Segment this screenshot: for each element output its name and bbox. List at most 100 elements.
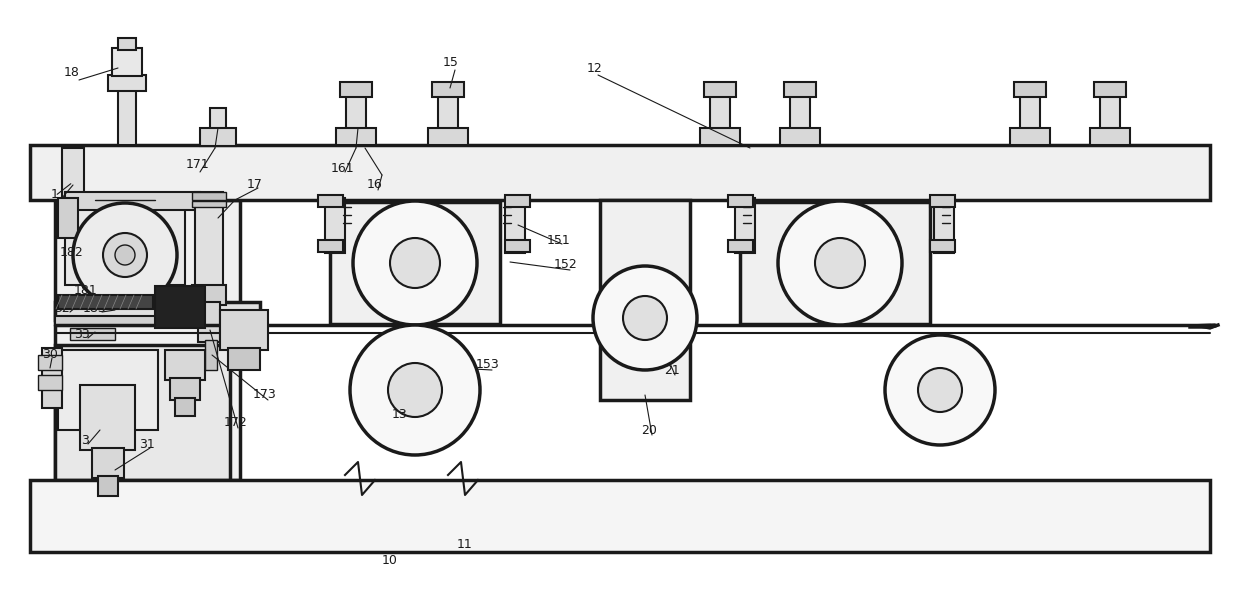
Text: 1: 1 [51,188,60,202]
Bar [930,195,955,207]
Bar [192,285,226,305]
Circle shape [391,238,440,288]
Bar [192,192,226,200]
Bar [55,302,260,320]
Bar [69,328,115,340]
Bar [192,201,226,207]
Bar [432,82,464,97]
Text: 17: 17 [247,179,263,192]
Text: 21: 21 [665,363,680,376]
Text: 171: 171 [186,159,210,172]
Bar [1090,128,1130,145]
Text: 183: 183 [83,301,107,314]
Bar [1100,95,1120,145]
Bar [438,95,458,145]
Text: 11: 11 [458,539,472,552]
Bar [170,378,200,400]
Bar [92,448,124,478]
Bar [790,95,810,145]
Text: 18: 18 [64,65,79,78]
Polygon shape [1190,324,1218,329]
Bar [740,202,930,324]
Bar [784,82,816,97]
Bar [30,480,1210,552]
Bar [330,202,500,324]
Bar [728,240,753,252]
Bar [108,75,146,91]
Circle shape [350,325,480,455]
Circle shape [885,335,994,445]
Bar [1011,128,1050,145]
Bar [155,286,205,328]
Bar [64,192,200,210]
Text: 181: 181 [74,284,98,297]
Bar [118,88,136,145]
Text: 16: 16 [367,179,383,192]
Bar [55,345,229,480]
Bar [30,145,1210,200]
Text: 32: 32 [55,301,69,314]
Circle shape [115,245,135,265]
Bar [62,148,84,228]
Text: 173: 173 [253,388,277,402]
Text: 30: 30 [42,349,58,362]
Circle shape [388,363,441,417]
Text: 13: 13 [392,408,408,421]
Circle shape [918,368,962,412]
Text: 15: 15 [443,55,459,68]
Bar [195,192,223,297]
Bar [325,198,345,253]
Bar [58,295,153,309]
Bar [81,385,135,450]
Bar [930,240,955,252]
Bar [317,240,343,252]
Bar [205,340,217,370]
Bar [704,82,737,97]
Bar [210,108,226,145]
Bar [346,95,366,145]
Bar [505,198,525,253]
Bar [780,128,820,145]
Circle shape [103,233,148,277]
Bar [600,200,689,400]
Text: 151: 151 [547,234,570,247]
Bar [112,48,143,76]
Bar [58,198,78,238]
Circle shape [73,203,177,307]
Circle shape [593,266,697,370]
Bar [165,350,205,380]
Bar [336,128,376,145]
Text: 10: 10 [382,553,398,566]
Text: 161: 161 [330,162,353,175]
Bar [175,398,195,416]
Bar [317,195,343,207]
Text: 31: 31 [139,438,155,451]
Circle shape [622,296,667,340]
Bar [38,375,62,390]
Bar [38,355,62,370]
Bar [98,476,118,496]
Bar [505,240,529,252]
Text: 12: 12 [587,61,603,74]
Bar [735,198,755,253]
Bar [728,195,753,207]
Circle shape [815,238,866,288]
Bar [1014,82,1047,97]
Bar [55,200,241,480]
Bar [934,198,954,253]
Text: 33: 33 [74,329,89,342]
Bar [428,128,467,145]
Bar [505,195,529,207]
Circle shape [777,201,901,325]
Text: 3: 3 [81,434,89,447]
Bar [58,350,157,430]
Bar [118,38,136,50]
Text: 182: 182 [60,245,84,258]
Text: 172: 172 [224,417,248,430]
Bar [42,348,62,408]
Bar [340,82,372,97]
Text: 153: 153 [476,359,500,372]
Bar [198,302,219,342]
Bar [64,195,185,285]
Bar [55,316,260,326]
